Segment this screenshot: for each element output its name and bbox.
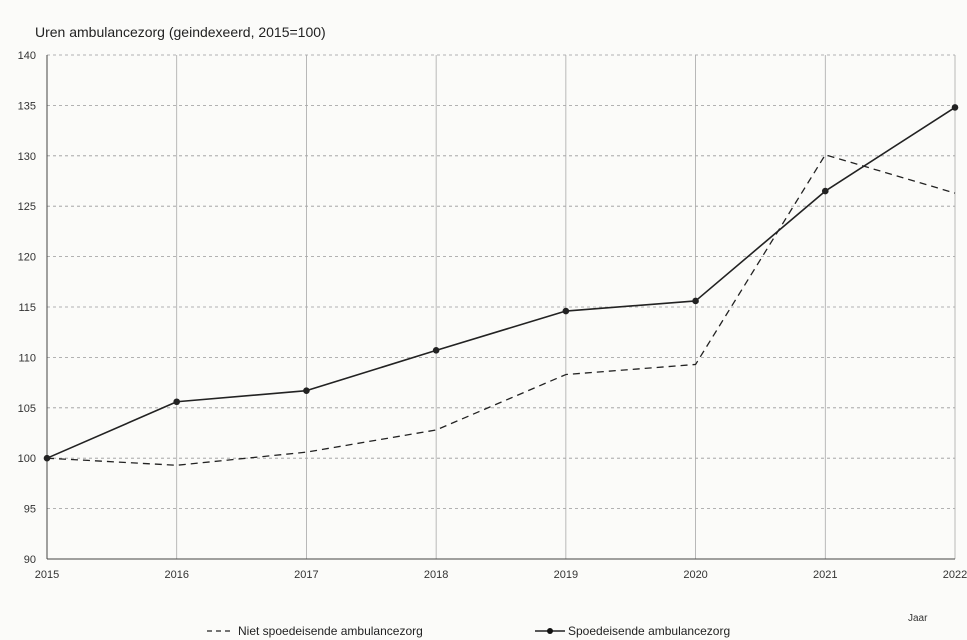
x-tick-label: 2020 bbox=[683, 569, 707, 581]
y-tick-label: 100 bbox=[18, 453, 36, 465]
data-point-marker bbox=[821, 187, 829, 195]
legend-swatch-marker bbox=[547, 628, 553, 634]
y-tick-label: 110 bbox=[18, 352, 36, 364]
y-tick-label: 105 bbox=[18, 403, 36, 415]
series-line-1 bbox=[46, 106, 956, 459]
series-line-0 bbox=[46, 154, 956, 466]
legend-label-niet-spoedeisend: Niet spoedeisende ambulancezorg bbox=[238, 624, 423, 638]
gridlines bbox=[47, 54, 956, 559]
y-tick-label: 95 bbox=[24, 504, 36, 516]
x-axis-unit-label: Jaar bbox=[908, 613, 928, 624]
x-tick-label: 2019 bbox=[554, 569, 578, 581]
y-tick-label: 120 bbox=[18, 252, 36, 264]
data-point-marker bbox=[43, 454, 51, 462]
y-tick-label: 140 bbox=[18, 50, 36, 62]
y-tick-label: 115 bbox=[18, 302, 36, 314]
x-tick-label: 2022 bbox=[943, 569, 967, 581]
y-tick-label: 90 bbox=[24, 554, 36, 566]
data-point-marker bbox=[432, 347, 440, 354]
tick-labels: 90 95 100 105 110 115 120 125 130 135 140 2015 2016 2… bbox=[18, 50, 967, 581]
legend-item-spoedeisend: Spoedeisende ambulancezorg bbox=[535, 624, 730, 638]
data-point-marker bbox=[173, 398, 181, 406]
x-tick-label: 2016 bbox=[164, 569, 188, 581]
chart-title: Uren ambulancezorg (geindexeerd, 2015=10… bbox=[35, 24, 326, 40]
y-tick-label: 135 bbox=[18, 100, 36, 112]
legend: Niet spoedeisende ambulancezorg Spoedeis… bbox=[207, 624, 730, 638]
data-point-marker bbox=[951, 104, 959, 111]
data-point-marker bbox=[303, 387, 310, 394]
axes bbox=[46, 55, 955, 560]
legend-item-niet-spoedeisend: Niet spoedeisende ambulancezorg bbox=[207, 624, 423, 638]
y-tick-label: 130 bbox=[18, 151, 36, 163]
legend-label-spoedeisend: Spoedeisende ambulancezorg bbox=[568, 624, 730, 638]
x-tick-label: 2017 bbox=[294, 569, 318, 581]
data-point-marker bbox=[562, 307, 570, 315]
x-tick-label: 2018 bbox=[424, 569, 448, 581]
series-lines bbox=[43, 104, 959, 466]
x-tick-label: 2021 bbox=[813, 569, 837, 581]
y-tick-label: 125 bbox=[18, 201, 36, 213]
x-tick-label: 2015 bbox=[35, 569, 59, 581]
data-point-marker bbox=[692, 297, 699, 305]
